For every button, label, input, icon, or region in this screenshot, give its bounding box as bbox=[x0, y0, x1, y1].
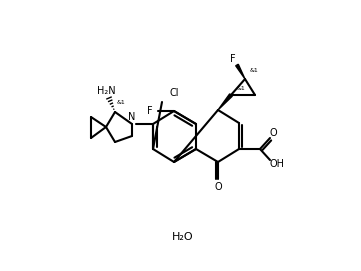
Text: N: N bbox=[128, 112, 136, 122]
Text: OH: OH bbox=[270, 159, 284, 169]
Text: Cl: Cl bbox=[169, 88, 179, 98]
Text: F: F bbox=[230, 54, 236, 64]
Text: O: O bbox=[214, 182, 222, 192]
Text: &1: &1 bbox=[117, 101, 125, 105]
Polygon shape bbox=[236, 64, 245, 79]
Text: H₂N: H₂N bbox=[97, 86, 115, 96]
Text: O: O bbox=[269, 128, 277, 138]
Text: F: F bbox=[147, 106, 153, 116]
Text: &1: &1 bbox=[237, 85, 246, 91]
Text: &1: &1 bbox=[250, 67, 259, 73]
Polygon shape bbox=[218, 94, 232, 110]
Text: H₂O: H₂O bbox=[172, 232, 194, 242]
